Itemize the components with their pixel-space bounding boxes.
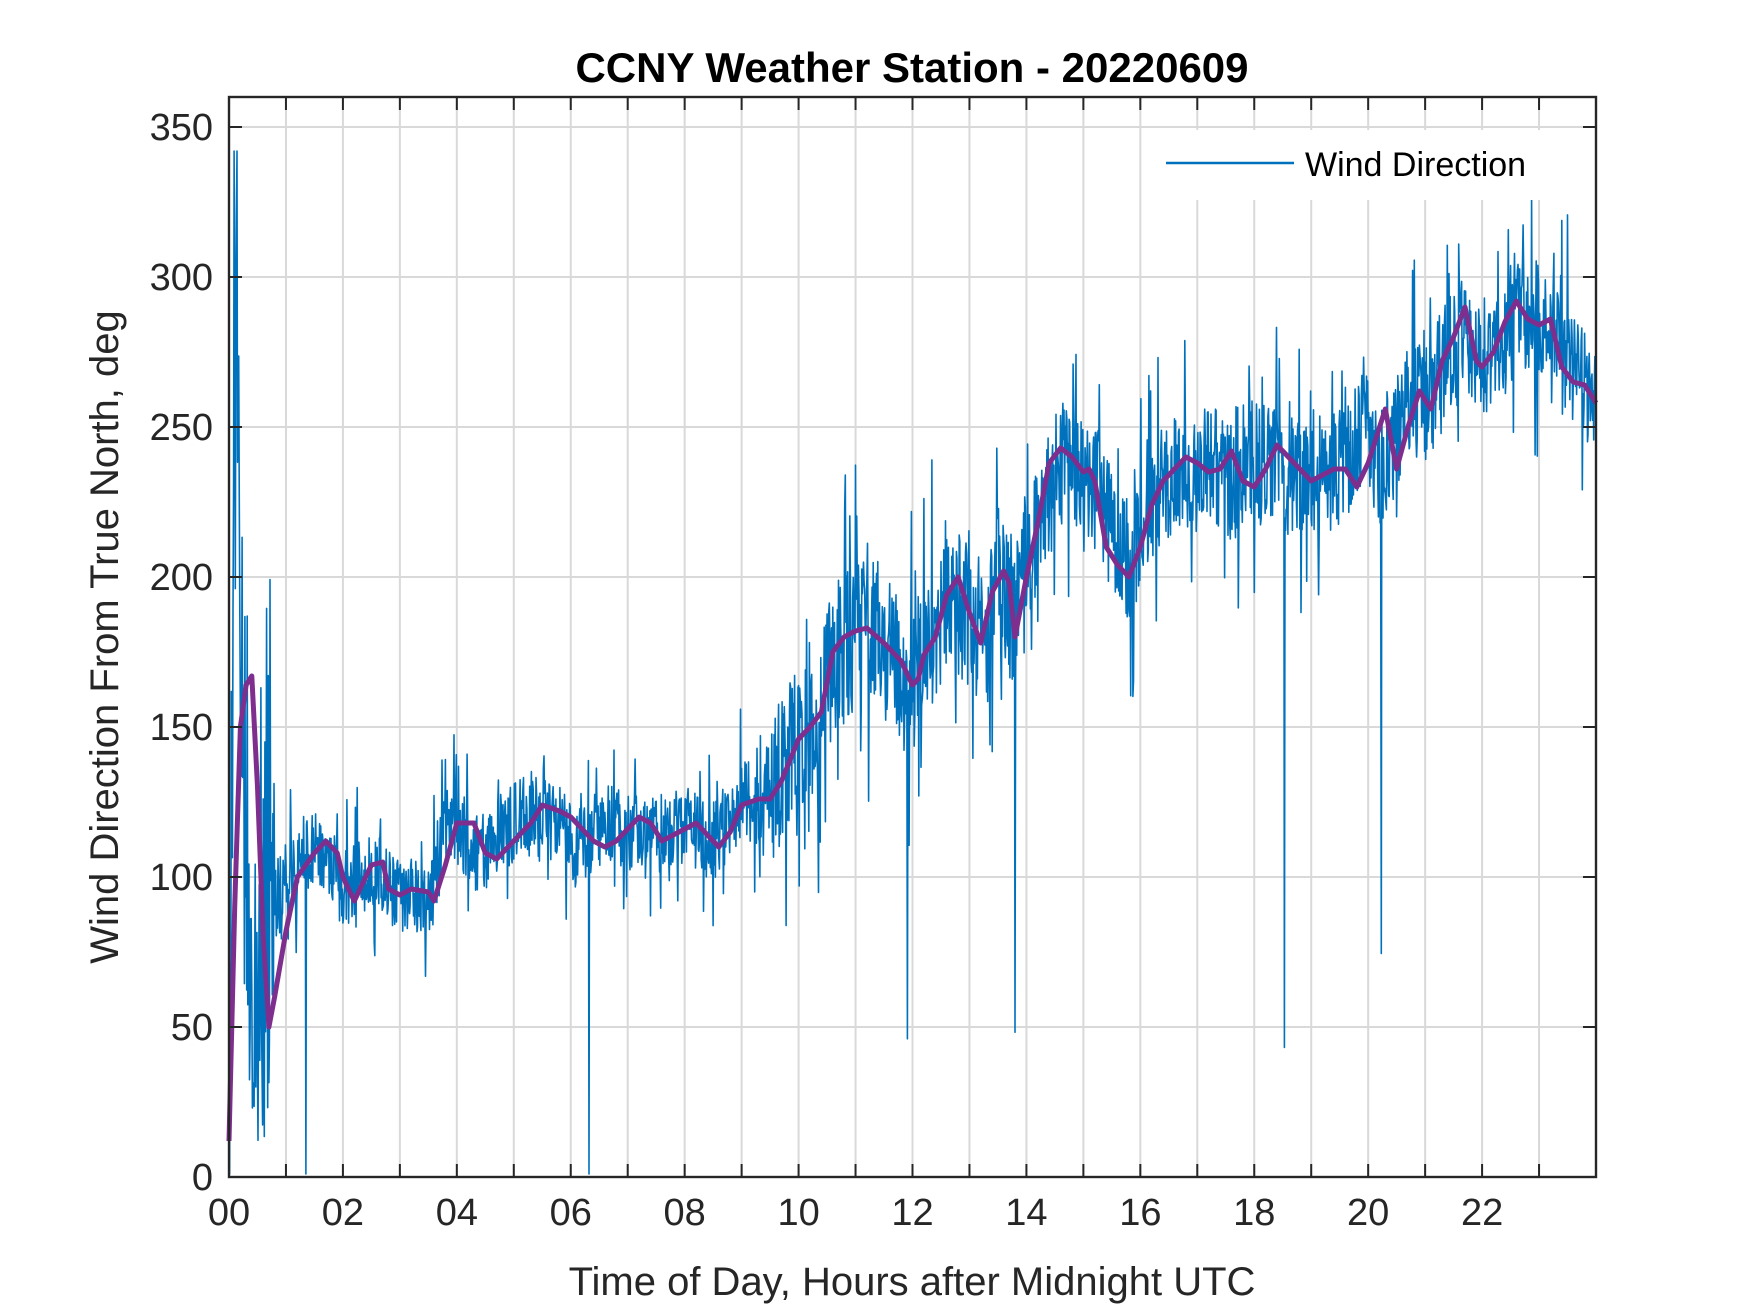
x-tick-label: 18 [1233,1192,1275,1234]
axis-ticks [228,97,1597,1178]
x-tick-label: 22 [1461,1192,1503,1234]
y-tick-label: 300 [150,257,213,299]
x-tick-label: 20 [1347,1192,1389,1234]
y-tick-label: 250 [150,407,213,449]
x-tick-label: 10 [777,1192,819,1234]
legend-label-wind-direction: Wind Direction [1305,146,1526,184]
x-tick-label: 02 [322,1192,364,1234]
x-tick-labels: 00 02 04 06 08 10 12 14 16 18 20 22 [208,1192,1503,1234]
y-tick-label: 100 [150,857,213,899]
x-tick-label: 08 [664,1192,706,1234]
series-line-wind-direction [228,150,1597,1175]
data-series [226,150,1599,1175]
chart-title: CCNY Weather Station - 20220609 [575,44,1248,91]
legend: Wind Direction [1150,130,1570,200]
y-tick-label: 350 [150,107,213,149]
x-axis-label: Time of Day, Hours after Midnight UTC [569,1260,1256,1304]
y-tick-label: 200 [150,557,213,599]
y-tick-label: 0 [192,1157,213,1199]
series-line-smoothed [226,298,1599,1142]
x-tick-label: 12 [891,1192,933,1234]
x-tick-label: 06 [550,1192,592,1234]
x-tick-label: 00 [208,1192,250,1234]
x-tick-label: 04 [436,1192,478,1234]
x-tick-label: 16 [1119,1192,1161,1234]
y-tick-labels: 0 50 100 150 200 250 300 350 [150,107,213,1199]
y-tick-label: 50 [171,1007,213,1049]
y-tick-label: 150 [150,707,213,749]
y-axis-label: Wind Direction From True North, deg [83,310,127,964]
legend-box [1150,130,1570,200]
x-tick-label: 14 [1005,1192,1047,1234]
